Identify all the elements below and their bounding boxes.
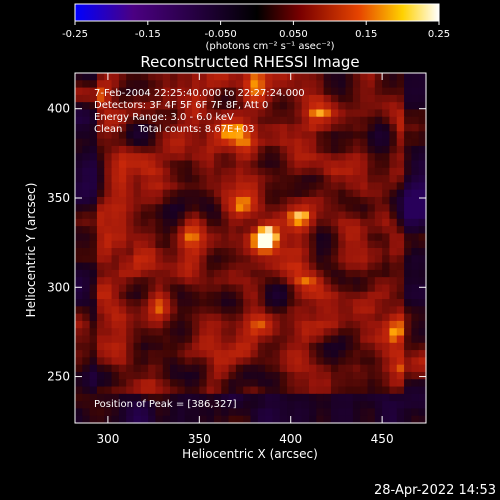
axis-ticks: 300 350 400 450 250 300 350 400 xyxy=(47,73,426,446)
heatmap-plot xyxy=(75,73,427,424)
colorbar-tick-label: 0.050 xyxy=(279,29,308,40)
x-tick-label: 400 xyxy=(279,432,302,446)
colorbar-tick-label: -0.25 xyxy=(62,29,88,40)
colorbar-ticks: -0.25 -0.15 -0.050 0.050 0.15 0.25 xyxy=(62,21,450,40)
x-tick-label: 450 xyxy=(371,432,394,446)
colorbar: -0.25 -0.15 -0.050 0.050 0.15 0.25 (photons c… xyxy=(62,3,450,52)
x-tick-label: 350 xyxy=(188,432,211,446)
colorbar-tick-label: 0.15 xyxy=(355,29,377,40)
annotation-detectors: Detectors: 3F 4F 5F 6F 7F 8F, Att 0 xyxy=(94,100,268,111)
x-tick-label: 300 xyxy=(96,432,119,446)
y-tick-label: 250 xyxy=(47,370,70,384)
colorbar-gradient xyxy=(74,3,440,22)
timestamp: 28-Apr-2022 14:53 xyxy=(374,483,496,498)
annotation-clean-counts: Clean Total counts: 8.67E+03 xyxy=(94,124,254,135)
chart-title: Reconstructed RHESSI Image xyxy=(140,53,359,71)
x-axis-label: Heliocentric X (arcsec) xyxy=(182,447,318,461)
colorbar-tick-label: -0.15 xyxy=(135,29,161,40)
y-tick-label: 300 xyxy=(47,280,70,294)
annotation-time-range: 7-Feb-2004 22:25:40.000 to 22:27:24.000 xyxy=(94,88,305,99)
annotation-energy-range: Energy Range: 3.0 - 6.0 keV xyxy=(94,112,234,123)
colorbar-tick-label: 0.25 xyxy=(428,29,450,40)
plot-frame xyxy=(74,72,427,424)
y-tick-label: 400 xyxy=(47,102,70,116)
colorbar-units: (photons cm⁻² s⁻¹ asec⁻²) xyxy=(205,41,334,52)
y-tick-label: 350 xyxy=(47,191,70,205)
annotation-peak-position: Position of Peak = [386,327] xyxy=(94,399,237,410)
colorbar-tick-label: -0.050 xyxy=(204,29,236,40)
y-axis-label: Heliocentric Y (arcsec) xyxy=(24,183,38,318)
